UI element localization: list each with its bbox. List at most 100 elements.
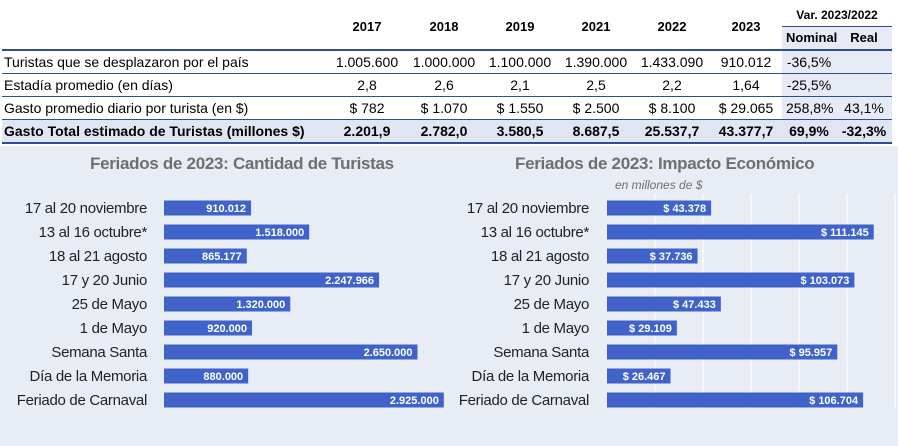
category-label: 13 al 16 octubre* xyxy=(39,224,148,241)
cell: 2,8 xyxy=(328,73,406,97)
bar-value-label: 865.177 xyxy=(202,251,242,263)
year-header: 2022 xyxy=(634,4,710,51)
bar-value-label: 1.518.000 xyxy=(255,227,304,239)
cell: $ 8.100 xyxy=(634,96,710,120)
bar xyxy=(164,272,380,288)
nominal-cell: 258,8% xyxy=(782,96,836,120)
bar xyxy=(607,368,671,384)
category-label: 18 al 21 agosto xyxy=(49,248,147,265)
chart-title-economic: Feriados de 2023: Impacto Económico xyxy=(515,154,815,173)
row-label: Gasto Total estimado de Turistas (millon… xyxy=(2,119,328,144)
year-header: 2017 xyxy=(328,4,406,51)
chart-title-tourists: Feriados de 2023: Cantidad de Turistas xyxy=(90,154,394,173)
cell: 2,1 xyxy=(482,73,558,97)
cell: 8.687,5 xyxy=(558,119,634,144)
bar-value-label: $ 47.433 xyxy=(673,299,716,311)
year-header: 2019 xyxy=(482,4,558,51)
category-label: Día de la Memoria xyxy=(30,368,148,385)
real-cell xyxy=(836,73,893,97)
category-label: 13 al 16 octubre* xyxy=(481,224,590,241)
bar-value-label: $ 29.109 xyxy=(629,323,672,335)
category-label: 17 y 20 Junio xyxy=(504,272,589,289)
bar xyxy=(607,392,864,408)
bar xyxy=(164,296,291,312)
cell: 3.580,5 xyxy=(482,119,558,144)
nominal-cell: -25,5% xyxy=(782,73,836,97)
category-label: Día de la Memoria xyxy=(472,368,590,385)
bar xyxy=(607,320,677,336)
bar xyxy=(164,224,310,240)
bar-value-label: $ 103.073 xyxy=(800,275,849,287)
bar xyxy=(164,248,247,264)
subheader-row: Nominal Real xyxy=(2,26,893,51)
bar-value-label: 910.012 xyxy=(206,203,246,215)
cell: 2.201,9 xyxy=(328,119,406,144)
bar-value-label: 2.247.966 xyxy=(325,275,374,287)
cell: 1,64 xyxy=(710,73,782,97)
bar-value-label: $ 95.957 xyxy=(789,347,832,359)
real-cell: -32,3% xyxy=(836,119,893,144)
bar-value-label: 1.320.000 xyxy=(236,299,285,311)
real-cell xyxy=(836,50,893,74)
category-label: 17 y 20 Junio xyxy=(62,272,147,289)
bar xyxy=(164,320,253,336)
header-empty xyxy=(2,26,328,51)
category-label: Feriado de Carnaval xyxy=(459,392,589,409)
bar-value-label: $ 37.736 xyxy=(650,251,693,263)
row-label: Gasto promedio diario por turista (en $) xyxy=(2,96,328,120)
year-header: 2021 xyxy=(558,4,634,51)
cell: 2,6 xyxy=(406,73,482,97)
category-label: 1 de Mayo xyxy=(80,320,147,337)
category-label: Semana Santa xyxy=(493,344,590,361)
cell: $ 1.550 xyxy=(482,96,558,120)
table-row-total: Gasto Total estimado de Turistas (millon… xyxy=(2,119,893,144)
cell: $ 29.065 xyxy=(710,96,782,120)
cell: 1.005.600 xyxy=(328,50,406,74)
category-label: 17 al 20 noviembre xyxy=(25,200,147,217)
nominal-cell: -36,5% xyxy=(782,50,836,74)
cell: $ 1.070 xyxy=(406,96,482,120)
year-header: 2018 xyxy=(406,4,482,51)
bar xyxy=(164,344,418,360)
nominal-header: Nominal xyxy=(782,26,837,51)
cell: $ 2.500 xyxy=(558,96,634,120)
category-label: 18 al 21 agosto xyxy=(491,248,589,265)
bar xyxy=(607,200,712,216)
table-row: Turistas que se desplazaron por el país … xyxy=(2,50,893,74)
bar-value-label: $ 43.378 xyxy=(663,203,706,215)
cell: 1.100.000 xyxy=(482,50,558,74)
table-row: Gasto promedio diario por turista (en $)… xyxy=(2,96,893,120)
row-label: Estadía promedio (en días) xyxy=(2,73,328,97)
bar xyxy=(607,296,721,312)
cell: 910.012 xyxy=(710,50,782,74)
bar xyxy=(607,272,855,288)
category-label: 1 de Mayo xyxy=(522,320,589,337)
category-label: 17 al 20 noviembre xyxy=(467,200,589,217)
cell: $ 782 xyxy=(328,96,406,120)
cell: 1.390.000 xyxy=(558,50,634,74)
real-header: Real xyxy=(836,26,893,51)
stats-table: 2017 2018 2019 2021 2022 2023 Var. 2023/… xyxy=(2,4,893,144)
bar-value-label: 880.000 xyxy=(203,371,243,383)
bar xyxy=(607,224,874,240)
year-header: 2023 xyxy=(710,4,782,51)
header-empty xyxy=(2,4,328,27)
cell: 1.000.000 xyxy=(406,50,482,74)
cell: 2,2 xyxy=(634,73,710,97)
bar-value-label: 920.000 xyxy=(207,323,247,335)
category-label: 25 de Mayo xyxy=(72,296,147,313)
table-row: Estadía promedio (en días) 2,8 2,6 2,1 2… xyxy=(2,73,893,97)
nominal-cell: 69,9% xyxy=(782,119,836,144)
bar xyxy=(164,392,444,408)
row-label: Turistas que se desplazaron por el país xyxy=(2,50,328,74)
bar-value-label: $ 106.704 xyxy=(809,395,859,407)
category-label: 25 de Mayo xyxy=(514,296,589,313)
cell: 2.782,0 xyxy=(406,119,482,144)
category-label: Feriado de Carnaval xyxy=(17,392,147,409)
bar xyxy=(164,200,252,216)
bar xyxy=(607,248,698,264)
bar-value-label: 2.925.000 xyxy=(390,395,439,407)
var-header: Var. 2023/2022 xyxy=(782,4,893,27)
chart-subtitle-economic: en millones de $ xyxy=(615,178,703,192)
cell: 43.377,7 xyxy=(710,119,782,144)
